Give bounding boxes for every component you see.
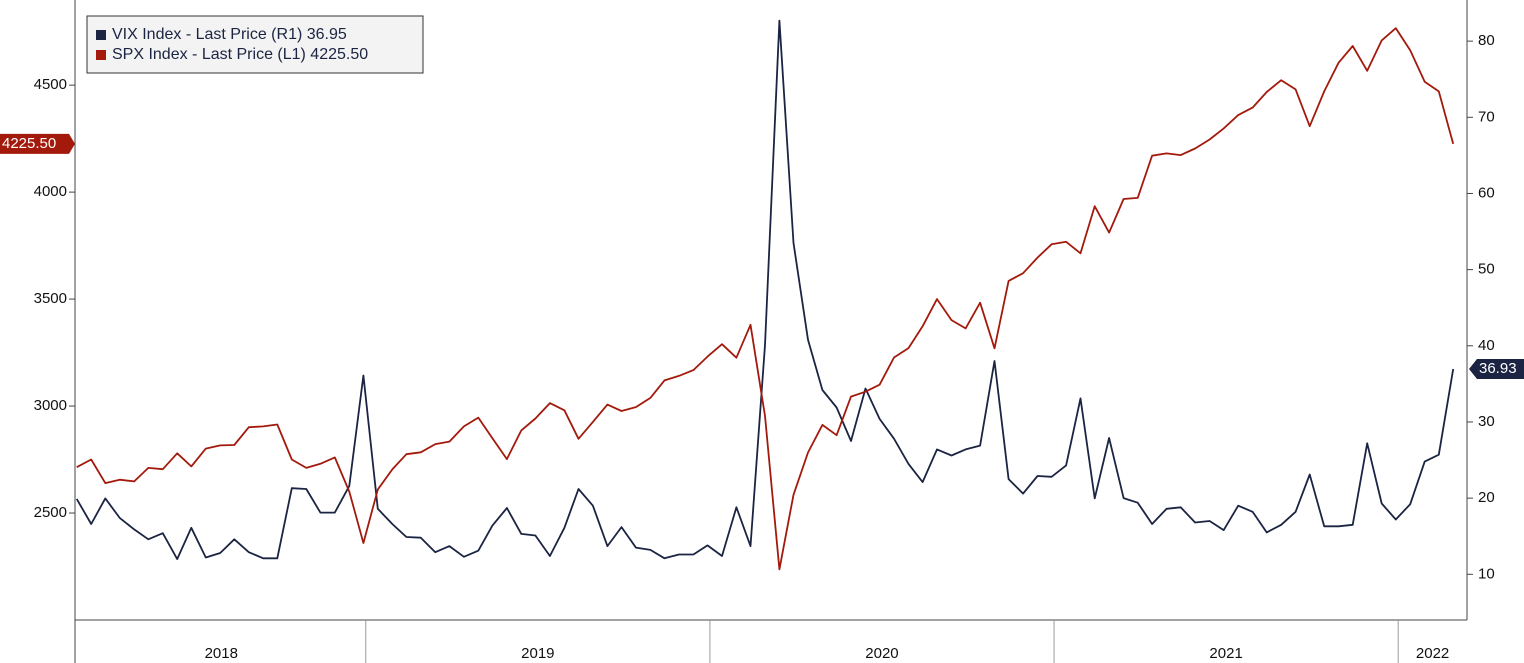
plot bbox=[75, 19, 1455, 571]
x-tick-label: 2019 bbox=[521, 645, 554, 662]
legend-swatch bbox=[96, 30, 106, 40]
y2-tick-label: 20 bbox=[1478, 489, 1495, 506]
y2-tick-label: 50 bbox=[1478, 261, 1495, 278]
y2-tick-label: 40 bbox=[1478, 337, 1495, 354]
y-tick-label: 4500 bbox=[34, 76, 67, 93]
last-value-tag bbox=[0, 133, 75, 154]
last-value-label: 4225.50 bbox=[2, 135, 56, 152]
x-tick-label: 2020 bbox=[865, 645, 898, 662]
legend: VIX Index - Last Price (R1) 36.95 SPX Ind… bbox=[86, 15, 424, 74]
legend-box bbox=[86, 15, 424, 74]
last-value-label: 36.93 bbox=[1479, 360, 1517, 377]
x-tick-label: 2022 bbox=[1416, 645, 1449, 662]
last-value-tag bbox=[1469, 359, 1524, 380]
y2-tick-label: 80 bbox=[1478, 32, 1495, 49]
y2-tick-label: 70 bbox=[1478, 108, 1495, 125]
series-line bbox=[75, 19, 1455, 560]
x-tick-label: 2018 bbox=[205, 645, 238, 662]
series-line bbox=[76, 27, 1455, 571]
y-tick-label: 3500 bbox=[34, 290, 67, 307]
legend-label: VIX Index - Last Price (R1) 36.95 bbox=[112, 26, 347, 43]
y-tick-label: 2500 bbox=[34, 504, 67, 521]
y-tick-label: 4000 bbox=[34, 183, 67, 200]
x-tick-label: 2021 bbox=[1209, 645, 1242, 662]
legend-label: SPX Index - Last Price (L1) 4225.50 bbox=[112, 46, 368, 63]
y2-tick-label: 60 bbox=[1478, 184, 1495, 201]
y2-tick-label: 30 bbox=[1478, 413, 1495, 430]
y-tick-label: 3000 bbox=[34, 397, 67, 414]
y2-tick-label: 10 bbox=[1478, 565, 1495, 582]
legend-swatch bbox=[96, 50, 106, 60]
